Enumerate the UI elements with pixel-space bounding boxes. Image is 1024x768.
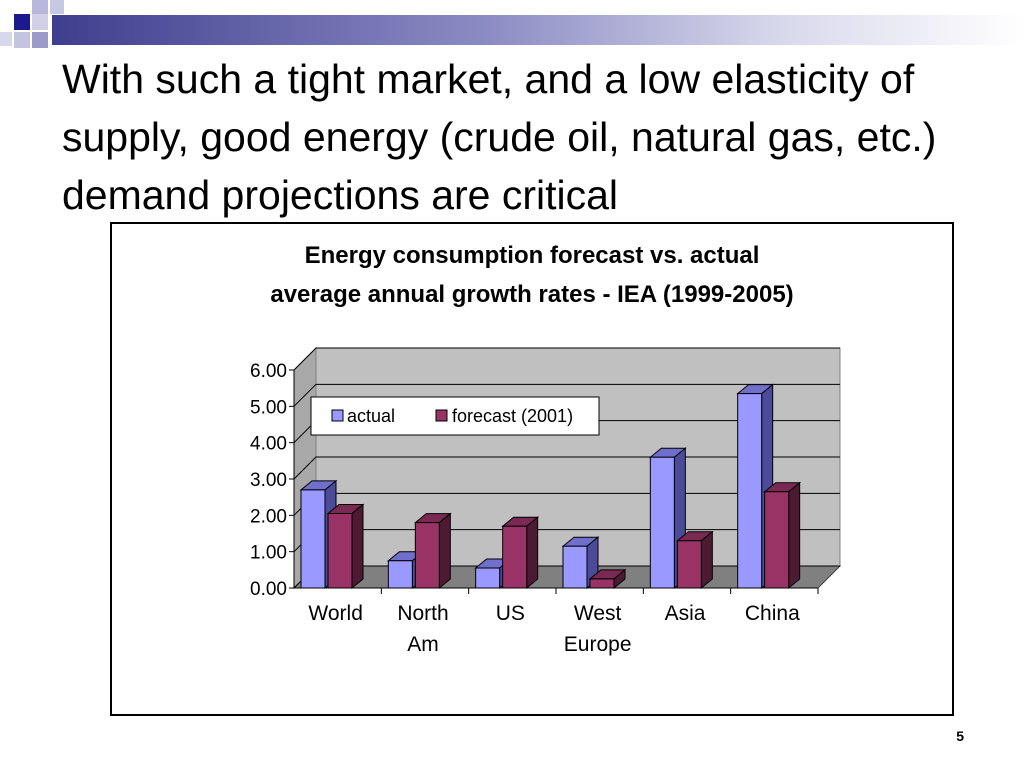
deco-square: [0, 32, 12, 46]
x-tick-label: Europe: [564, 633, 632, 656]
bar-forecast: [676, 540, 702, 589]
legend-label-forecast: forecast (2001): [452, 406, 573, 426]
page-number: 5: [956, 728, 964, 744]
bar-forecast-side: [438, 512, 451, 590]
y-tick-label: 3.00: [250, 470, 287, 491]
bar-forecast-side: [700, 530, 713, 590]
gridline: [293, 347, 840, 371]
bar-forecast-side: [526, 516, 539, 590]
slide-title: With such a tight market, and a low elas…: [62, 56, 937, 218]
deco-square: [32, 32, 48, 48]
deco-square: [32, 0, 48, 14]
gridline: [293, 383, 840, 407]
x-tick-label: Asia: [665, 602, 706, 625]
x-tick-label: North: [397, 602, 448, 625]
bar-actual: [737, 393, 763, 589]
deco-square: [14, 32, 30, 48]
deco-square: [32, 14, 48, 30]
chart-title-line1: Energy consumption forecast vs. actual: [304, 242, 760, 269]
bar-forecast: [589, 578, 615, 589]
x-tick-label: US: [496, 602, 525, 625]
legend: actual forecast (2001): [310, 396, 600, 436]
legend-label-actual: actual: [347, 406, 395, 426]
deco-square: [14, 14, 30, 30]
bar-forecast: [327, 513, 353, 589]
chart-title-line2: average annual growth rates - IEA (1999-…: [270, 281, 794, 308]
y-tick-label: 6.00: [250, 361, 287, 382]
x-tick-label: West: [574, 602, 622, 625]
title-bar-gradient: [52, 15, 1024, 45]
legend-swatch-actual: [331, 409, 344, 422]
legend-box: [310, 396, 600, 436]
bar-actual: [649, 456, 675, 589]
x-tick-label: World: [308, 602, 362, 625]
legend-swatch-forecast: [435, 409, 448, 422]
bar-forecast: [414, 522, 440, 589]
bar-chart: 0.00 1.00 2.00 3.00 4.00 5.00 6.00 World North Am…: [250, 346, 842, 656]
y-tick-label: 1.00: [250, 543, 287, 564]
x-tick-label: China: [745, 602, 800, 625]
chart-frame: Energy consumption forecast vs. actual a…: [110, 222, 954, 716]
bar-actual: [475, 567, 501, 589]
y-tick-label: 2.00: [250, 506, 287, 527]
bar-actual: [300, 489, 326, 589]
y-tick-label: 4.00: [250, 434, 287, 455]
y-tick-label: 0.00: [250, 579, 287, 600]
bar-actual: [562, 545, 588, 589]
bar-actual: [387, 560, 413, 589]
bar-forecast-side: [351, 503, 364, 590]
bar-forecast: [502, 525, 528, 589]
x-tick-label: Am: [407, 633, 439, 656]
bar-forecast: [764, 491, 790, 589]
y-tick-label: 5.00: [250, 397, 287, 418]
deco-square: [50, 0, 64, 14]
bar-forecast-side: [788, 481, 801, 590]
